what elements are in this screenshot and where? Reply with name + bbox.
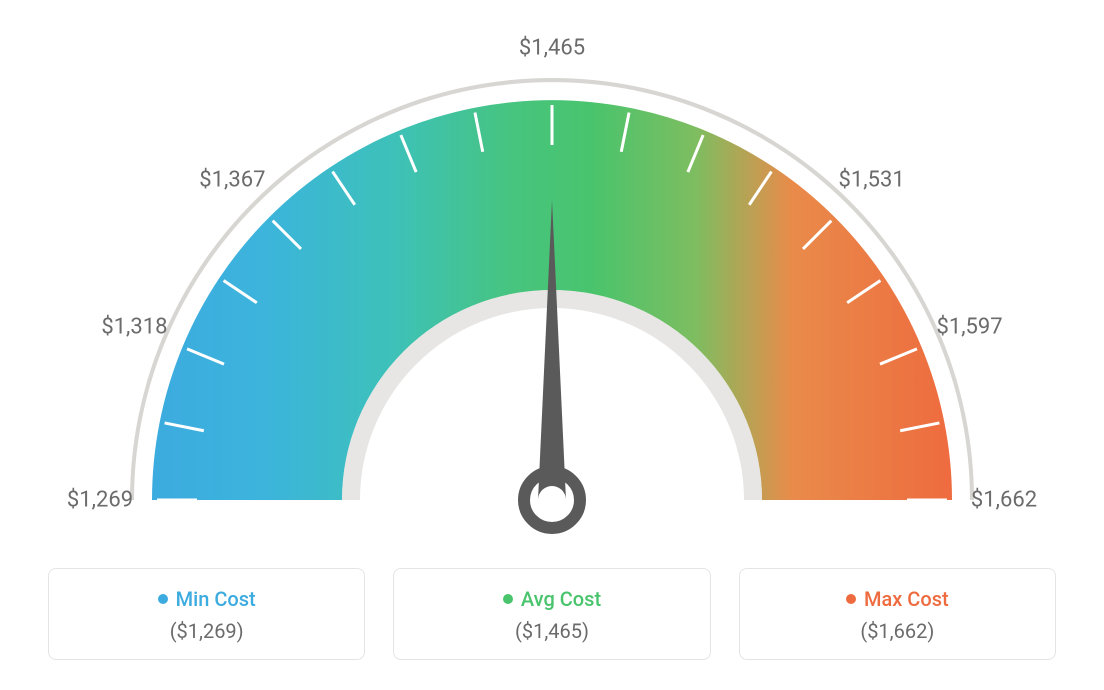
legend-card-min: Min Cost ($1,269) (48, 568, 365, 660)
gauge-scale-label: $1,465 (519, 36, 585, 61)
legend-title-avg: Avg Cost (404, 587, 699, 611)
gauge-hub-inner (538, 486, 566, 514)
legend-dot-min (158, 594, 168, 604)
legend-value-min: ($1,269) (59, 619, 354, 643)
gauge-svg (0, 0, 1104, 560)
legend-card-max: Max Cost ($1,662) (739, 568, 1056, 660)
legend-dot-avg (503, 594, 513, 604)
chart-container: $1,269 $1,318 $1,367 $1,465 $1,531 $1,597 $1,6… (0, 0, 1104, 690)
legend-row: Min Cost ($1,269) Avg Cost ($1,465) Max Cost… (0, 568, 1104, 660)
gauge-scale-label: $1,662 (971, 488, 1037, 513)
legend-title-text-max: Max Cost (864, 587, 949, 611)
legend-value-max: ($1,662) (750, 619, 1045, 643)
legend-title-min: Min Cost (59, 587, 354, 611)
legend-card-avg: Avg Cost ($1,465) (393, 568, 710, 660)
gauge-scale-label: $1,531 (839, 168, 905, 193)
gauge-chart: $1,269 $1,318 $1,367 $1,465 $1,531 $1,597 $1,6… (0, 0, 1104, 560)
gauge-scale-label: $1,597 (937, 315, 1003, 340)
gauge-scale-label: $1,367 (199, 168, 265, 193)
legend-dot-max (846, 594, 856, 604)
gauge-scale-label: $1,318 (101, 315, 167, 340)
legend-title-max: Max Cost (750, 587, 1045, 611)
gauge-scale-label: $1,269 (67, 488, 133, 513)
legend-value-avg: ($1,465) (404, 619, 699, 643)
legend-title-text-avg: Avg Cost (521, 587, 601, 611)
legend-title-text-min: Min Cost (176, 587, 256, 611)
